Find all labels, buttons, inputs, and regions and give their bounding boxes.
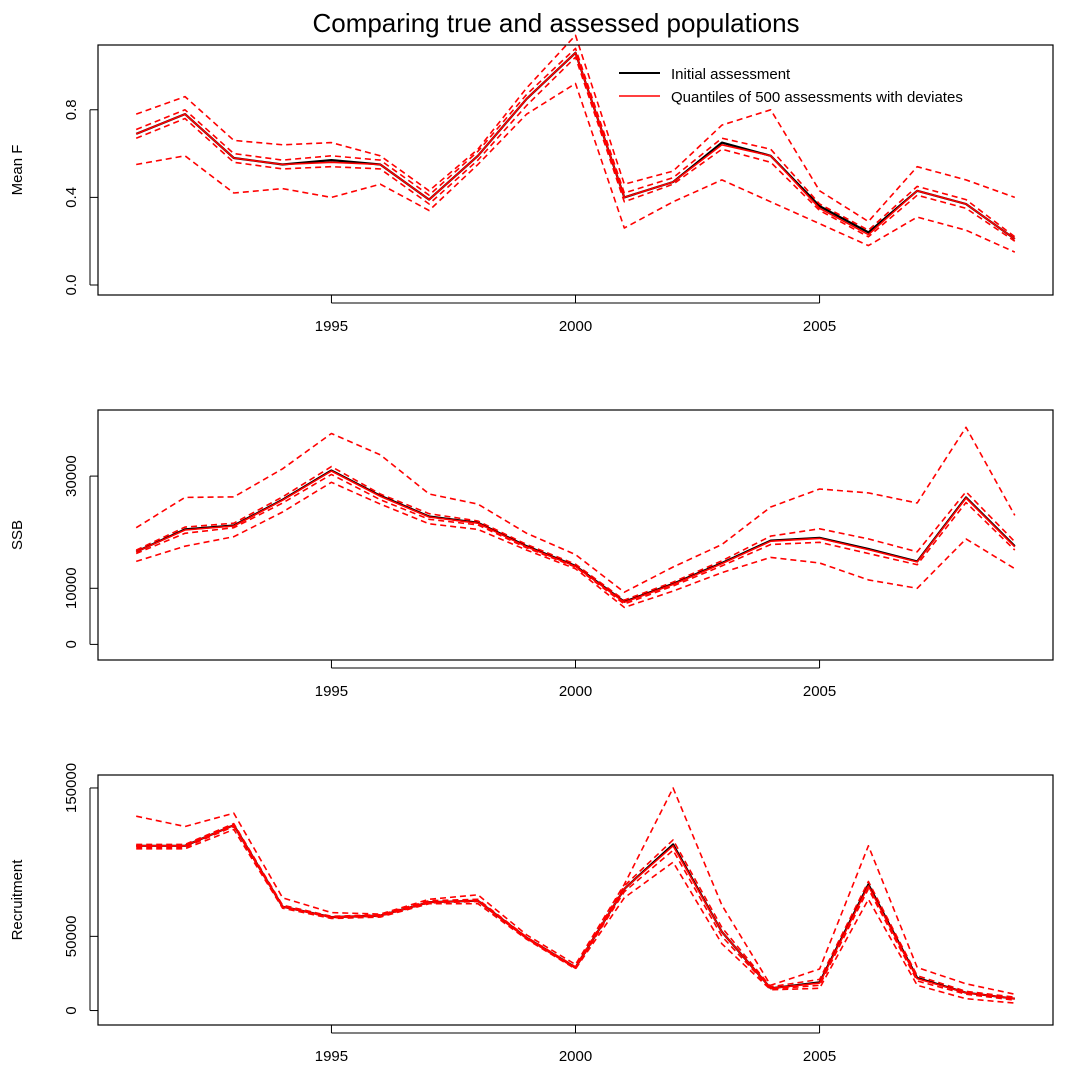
panel-mean-f: 1995 2000 2005 0.0 0.4 0.8 Mean F (9, 34, 1054, 335)
series-line-mean-f-0 (135, 51, 1016, 240)
x-tick-label-mean-f-2000: 2000 (559, 318, 592, 335)
x-tick-label-ssb-2000: 2000 (559, 683, 592, 700)
y-tick-label-ssb-0: 0 (63, 640, 80, 648)
lines-ssb (135, 426, 1016, 609)
plot-frame-recruitment (97, 774, 1054, 1026)
y-tick-label-ssb-1: 10000 (63, 567, 80, 609)
series-line-ssb-2 (135, 473, 1016, 605)
axes-mean-f: 1995 2000 2005 0.0 0.4 0.8 Mean F (9, 44, 1054, 335)
legend-label-quantiles: Quantiles of 500 assessments with deviat… (671, 89, 963, 106)
y-tick-label-recruitment-1: 50000 (63, 915, 80, 957)
y-tick-label-ssb-2: 30000 (63, 455, 80, 497)
x-tick-label-recruitment-2000: 2000 (559, 1048, 592, 1065)
series-line-mean-f-4 (135, 47, 1016, 238)
y-tick-label-recruitment-2: 150000 (63, 763, 80, 813)
series-line-mean-f-1 (136, 82, 1016, 253)
series-line-mean-f-5 (135, 34, 1016, 223)
lines-recruitment (136, 787, 1015, 1004)
plot-frame-ssb (97, 409, 1054, 661)
x-tick-label-ssb-1995: 1995 (315, 683, 348, 700)
y-tick-label-mean-f-0: 0.0 (63, 275, 80, 296)
y-axis-label-recruitment: Recruitment (9, 859, 26, 941)
chart-title: Comparing true and assessed populations (312, 8, 799, 38)
y-axis-label-ssb: SSB (9, 520, 26, 550)
x-tick-label-recruitment-1995: 1995 (315, 1048, 348, 1065)
series-line-mean-f-3 (135, 51, 1016, 240)
lines-mean-f (135, 34, 1016, 253)
series-line-recruitment-1 (136, 828, 1015, 1004)
series-line-recruitment-5 (136, 787, 1015, 995)
y-axis-label-mean-f: Mean F (9, 145, 26, 196)
axes-recruitment: 1995 2000 2005 0 50000 150000 Recruitment (9, 763, 1054, 1065)
x-tick-label-mean-f-1995: 1995 (315, 318, 348, 335)
x-tick-label-ssb-2005: 2005 (803, 683, 836, 700)
x-tick-label-recruitment-2005: 2005 (803, 1048, 836, 1065)
y-tick-label-recruitment-0: 0 (63, 1006, 80, 1014)
series-line-ssb-3 (135, 470, 1016, 604)
y-tick-label-mean-f-2: 0.8 (63, 99, 80, 120)
legend: Initial assessment Quantiles of 500 asse… (619, 66, 963, 106)
x-tick-label-mean-f-2005: 2005 (803, 318, 836, 335)
y-tick-label-mean-f-1: 0.4 (63, 187, 80, 208)
series-line-ssb-4 (135, 465, 1016, 601)
series-line-ssb-1 (135, 481, 1016, 609)
axes-ssb: 1995 2000 2005 0 10000 30000 SSB (9, 409, 1054, 700)
legend-label-initial: Initial assessment (671, 66, 791, 83)
plot-frame-mean-f (97, 44, 1054, 296)
series-line-ssb-5 (135, 426, 1016, 594)
series-line-recruitment-4 (136, 822, 1015, 998)
panel-recruitment: 1995 2000 2005 0 50000 150000 Recruitment (9, 763, 1054, 1065)
panel-ssb: 1995 2000 2005 0 10000 30000 SSB (9, 409, 1054, 700)
series-line-mean-f-2 (135, 56, 1016, 242)
series-line-recruitment-0 (136, 823, 1015, 1000)
